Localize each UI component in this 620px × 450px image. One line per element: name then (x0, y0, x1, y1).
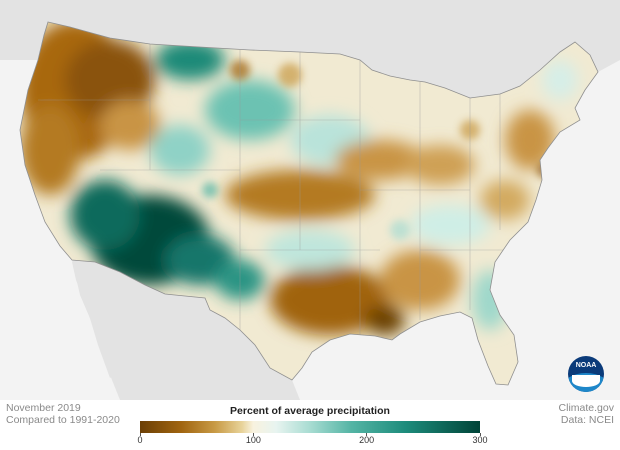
canada-land (0, 0, 620, 98)
legend-tick-mark (366, 433, 368, 436)
mexico-land (72, 260, 300, 400)
precipitation-map (0, 0, 620, 400)
baseline-label: Compared to 1991-2020 (6, 414, 120, 426)
baja-peninsula (72, 262, 118, 378)
legend-tick-label: 100 (245, 435, 261, 445)
us-outline (19, 21, 599, 386)
credit-label: Climate.gov (558, 402, 614, 414)
footer-right: Climate.gov Data: NCEI (559, 402, 614, 426)
legend-color-bar (140, 421, 480, 433)
legend-tick-mark (252, 433, 254, 436)
noaa-logo-icon: NOAA (568, 356, 604, 392)
date-label: November 2019 (6, 402, 81, 414)
legend-tick-label: 0 (137, 435, 143, 445)
footer: November 2019 Compared to 1991-2020 Perc… (0, 400, 620, 450)
legend-title: Percent of average precipitation (230, 405, 390, 417)
legend-tick-mark (479, 433, 481, 436)
legend-tick-label: 200 (359, 435, 375, 445)
noaa-logo-text: NOAA (575, 362, 597, 369)
legend-tick-label: 300 (472, 435, 488, 445)
legend-tick-mark (139, 433, 141, 436)
footer-left: November 2019 Compared to 1991-2020 (6, 402, 120, 426)
data-source-label: Data: NCEI (560, 414, 614, 426)
